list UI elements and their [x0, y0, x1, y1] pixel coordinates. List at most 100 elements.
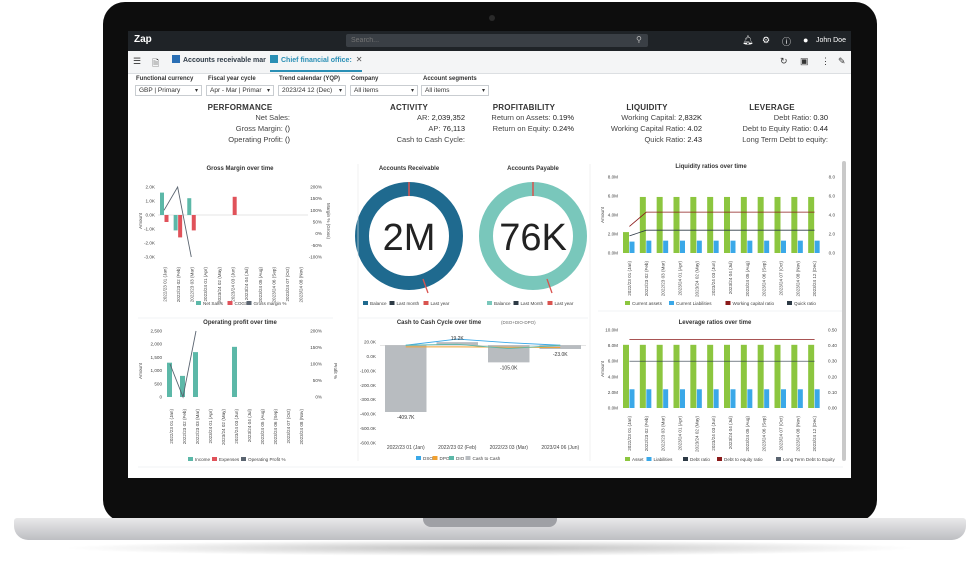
- bar-income: [180, 375, 185, 397]
- filter-trend-calendar-select[interactable]: 2023/24 12 (Dec) ▾: [278, 85, 346, 96]
- bar-current-assets: [740, 196, 747, 253]
- menu-icon[interactable]: ☰: [133, 56, 142, 66]
- kpi-profitability: PROFITABILITY Return on Assets: 0.19% Re…: [474, 103, 574, 134]
- search-icon[interactable]: ⚲: [636, 35, 642, 44]
- bar-current-assets: [724, 196, 730, 253]
- legend-swatch: [423, 301, 429, 305]
- y2-tick-label: 0.00: [828, 406, 837, 411]
- bar-asset: [673, 344, 680, 408]
- user-icon[interactable]: ●: [803, 35, 809, 45]
- y2-tick-label: 0.0: [829, 251, 836, 256]
- kpi-activity-title: ACTIVITY: [389, 103, 429, 112]
- edit-icon[interactable]: ✎: [838, 56, 846, 66]
- refresh-icon[interactable]: ↻: [780, 56, 788, 66]
- line-working-capital-ratio: [629, 211, 815, 227]
- bar-current-assets: [757, 196, 764, 253]
- y-tick-label: 0: [159, 395, 162, 400]
- legend-swatch: [212, 457, 217, 461]
- legend-label: Last year: [555, 301, 574, 306]
- chart-title: Accounts Receivable: [379, 166, 440, 172]
- x-tick-label: 2023/24 02 (May): [694, 416, 699, 452]
- legend-label: DIO: [456, 456, 465, 461]
- bar-liabilities: [629, 389, 635, 408]
- user-name[interactable]: John Doe: [816, 37, 846, 44]
- bar-asset: [774, 344, 781, 408]
- bar-asset: [690, 344, 697, 408]
- tab-cfo[interactable]: Chief financial office: ✕: [270, 55, 362, 72]
- chevron-down-icon: ▾: [338, 88, 342, 94]
- x-tick-label: 2023/24 04 (Jul): [728, 261, 733, 295]
- y2-tick-label: 0.20: [828, 374, 837, 379]
- accounts-receivable-last-month-marker: [422, 278, 429, 294]
- x-tick-label: 2023/24 08 (Nov): [795, 261, 800, 297]
- save-icon[interactable]: ▣: [800, 56, 809, 66]
- more-icon[interactable]: ⋮: [821, 56, 830, 66]
- kpi-row: AR: 2,039,352: [417, 113, 465, 122]
- tab-accounts-receivable[interactable]: Accounts receivable mar: [172, 55, 266, 70]
- legend-label: DSO: [423, 456, 433, 461]
- bar-liabilities: [713, 389, 719, 408]
- kpi-profitability-title: PROFITABILITY: [492, 103, 556, 112]
- y-tick-label: 4.0M: [608, 213, 618, 218]
- x-tick-label: 2023/24 07 (Oct): [285, 267, 290, 302]
- data-label: -23.0K: [553, 352, 568, 358]
- app-logo[interactable]: Zap: [134, 34, 152, 45]
- bar-current-liabilities: [646, 240, 652, 253]
- filter-label-account-segments: Account segments: [423, 76, 477, 82]
- help-icon[interactable]: ⓘ: [782, 37, 792, 47]
- line-dpo: [405, 346, 561, 348]
- x-tick-label: 2023/24 03 (Jun): [711, 416, 716, 451]
- data-label: -105.0K: [500, 365, 518, 371]
- legend-swatch: [227, 301, 233, 305]
- x-tick-label: 2022/23 01 (Jan): [169, 409, 174, 444]
- legend-swatch: [246, 301, 252, 305]
- close-icon[interactable]: ✕: [355, 55, 362, 64]
- chevron-down-icon: ▾: [266, 88, 270, 94]
- y-tick-label: 0.0K: [146, 213, 156, 218]
- legend-swatch: [646, 457, 652, 461]
- filter-currency-select[interactable]: GBP | Primary ▾: [135, 85, 202, 96]
- y2-tick-label: 200%: [310, 185, 322, 190]
- gear-icon[interactable]: ⚙: [762, 35, 771, 45]
- bar-current-liabilities: [764, 240, 770, 253]
- filter-fiscal-year-select[interactable]: Apr - Mar | Primar ▾: [206, 85, 274, 96]
- x-tick-label: 2023/24 05 (Aug): [745, 416, 750, 452]
- scrollbar[interactable]: [842, 161, 846, 461]
- y2-tick-label: 0.30: [828, 359, 837, 364]
- y-tick-label: 0.0M: [608, 406, 618, 411]
- legend-swatch: [787, 301, 792, 305]
- search-input[interactable]: [346, 34, 648, 47]
- x-tick-label: 2023/24 06 (Sep): [271, 267, 276, 303]
- y-tick-label: 10.0M: [605, 328, 618, 333]
- y-tick-label: -100.0K: [360, 368, 377, 373]
- x-tick-label: 2022/23 03 (Mar): [190, 267, 195, 303]
- x-tick-label: 2023/24 01 (Apr): [203, 267, 208, 302]
- bar-cash-to-cash: [488, 345, 530, 363]
- kpi-liquidity: LIQUIDITY Working Capital: 2,832K Workin…: [592, 103, 702, 145]
- kpi-section: PERFORMANCE Net Sales: Gross Margin: () …: [128, 103, 851, 155]
- y-tick-label: 1,000: [151, 368, 163, 373]
- bar-cogs: [178, 215, 183, 238]
- x-tick-label: 2023/24 05 (Aug): [260, 409, 265, 445]
- x-tick-label: 2022/23 01 (Jan): [162, 267, 167, 302]
- filter-company-select[interactable]: All items ▾: [350, 85, 418, 96]
- bar-current-liabilities: [629, 241, 635, 253]
- document-icon[interactable]: 🗎: [152, 58, 160, 68]
- legend-swatch: [416, 456, 421, 460]
- kpi-performance-title: PERFORMANCE: [207, 103, 273, 112]
- bell-icon[interactable]: 🔔︎: [742, 35, 754, 45]
- legend-swatch: [465, 456, 471, 460]
- legend-label: Last month: [397, 301, 420, 306]
- x-tick-label: 2023/24 07 (Oct): [778, 261, 783, 296]
- x-tick-label: 2023/24 06 (Sep): [762, 261, 767, 297]
- y2-tick-label: 6.0: [829, 194, 836, 199]
- filter-account-segments-select[interactable]: All items ▾: [421, 85, 489, 96]
- bar-current-assets: [639, 196, 646, 253]
- bar-current-assets: [673, 196, 680, 253]
- x-tick-label: 2023/24 08 (Nov): [299, 409, 304, 445]
- data-label: -409.7K: [397, 415, 415, 421]
- bar-current-liabilities: [663, 240, 669, 253]
- line-dso: [405, 338, 561, 346]
- x-tick-label: 2023/24 07 (Oct): [286, 409, 291, 444]
- y-tick-label: -400.0K: [360, 412, 377, 417]
